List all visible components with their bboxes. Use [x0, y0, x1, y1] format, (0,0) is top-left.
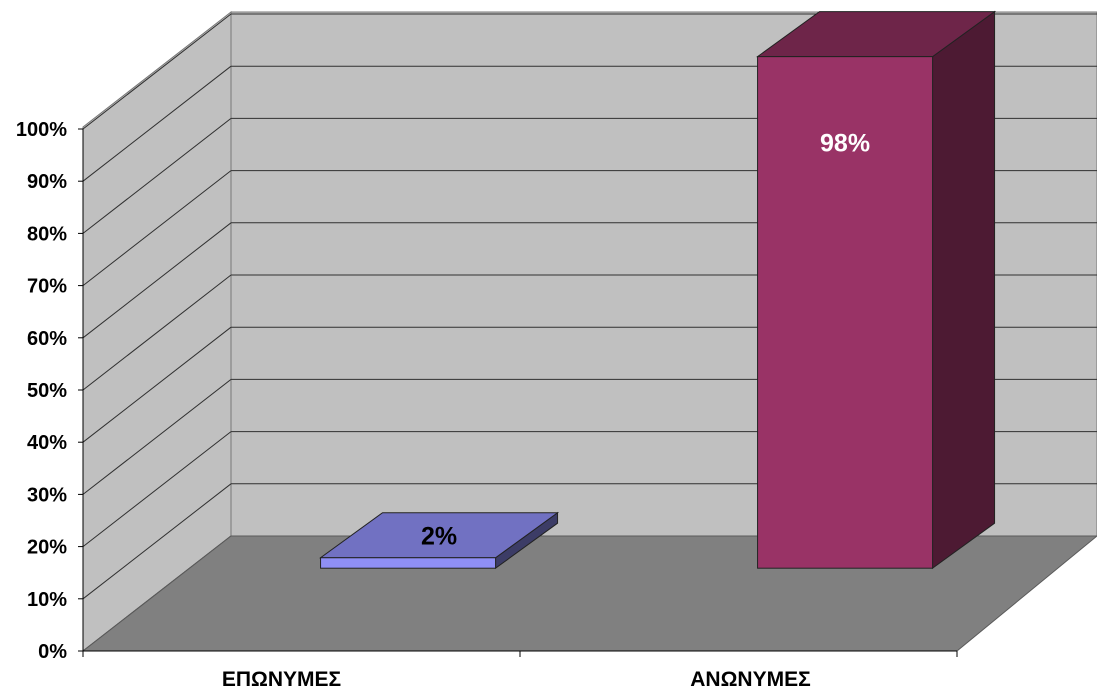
y-tick-label: 40% — [27, 432, 67, 454]
y-tick-label: 0% — [38, 641, 67, 663]
x-tick-label: ΕΠΩΝΥΜΕΣ — [222, 668, 341, 691]
y-tick-label: 30% — [27, 484, 67, 506]
gridline-side — [82, 379, 232, 495]
bars: 2% 98% — [319, 10, 997, 570]
gridline-side — [82, 483, 232, 600]
y-tick-label: 100% — [16, 119, 67, 141]
y-tick-label: 70% — [27, 276, 67, 298]
gridline-side — [82, 65, 232, 182]
y-tick-label: 10% — [27, 589, 67, 611]
y-tick-label: 20% — [27, 537, 67, 559]
y-axis: 0% 10% 20% 30% 40% 50% 60% 70% 80% 90% 100% — [16, 119, 84, 663]
y-tick-label: 80% — [27, 223, 67, 245]
gridline-side — [82, 431, 232, 547]
bar — [320, 557, 497, 569]
bar — [757, 56, 934, 569]
gridline-side — [82, 118, 232, 234]
x-axis: ΕΠΩΝΥΜΕΣ ΑΝΩΝΥΜΕΣ — [82, 650, 958, 691]
data-label: 98% — [820, 130, 870, 158]
y-tick-label: 60% — [27, 328, 67, 350]
y-tick-label: 90% — [27, 171, 67, 193]
gridline-side — [82, 13, 232, 130]
x-tick-label: ΑΝΩΝΥΜΕΣ — [690, 668, 810, 691]
data-label: 2% — [421, 522, 457, 550]
gridline-side — [82, 326, 232, 443]
bar-side — [932, 10, 996, 570]
gridline-side — [82, 222, 232, 339]
y-tick-label: 50% — [27, 380, 67, 402]
gridline-side — [82, 274, 232, 391]
gridline-side — [82, 170, 232, 286]
